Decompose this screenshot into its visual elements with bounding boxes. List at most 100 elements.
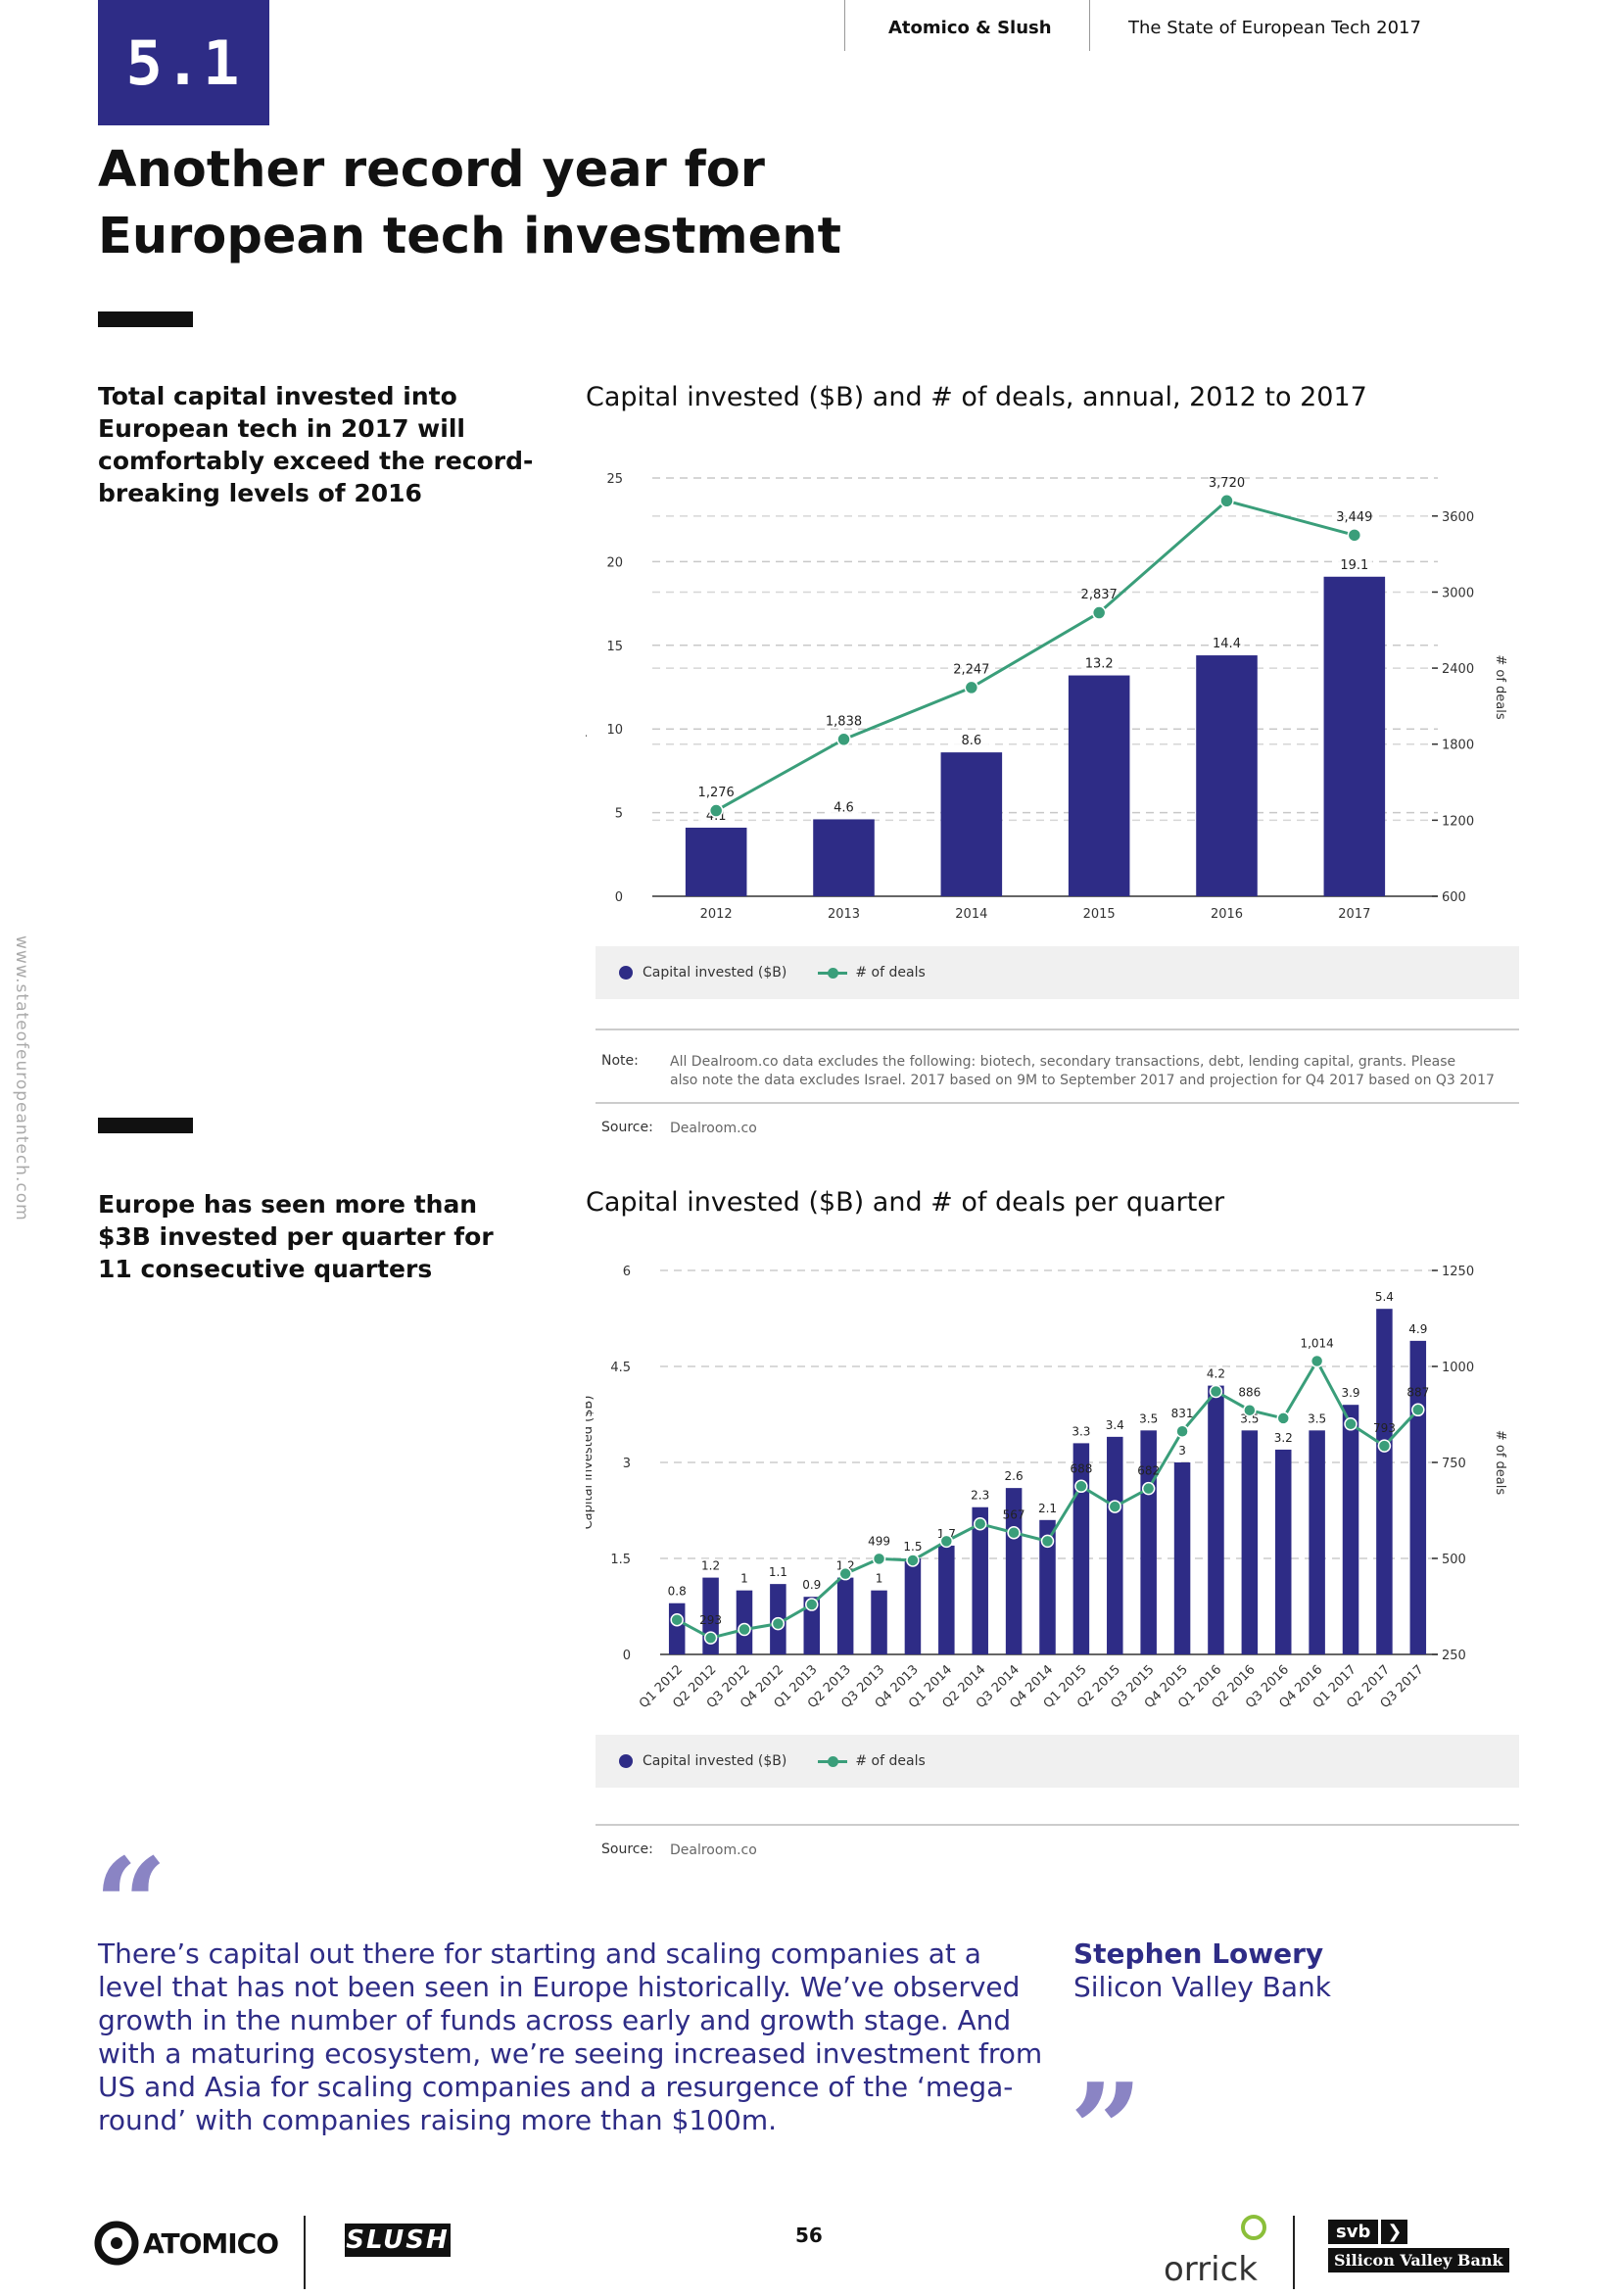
bar-label-bg <box>953 733 989 749</box>
deals-data-label: 293 <box>699 1613 722 1627</box>
section-number-badge: 5.1 <box>98 0 269 125</box>
bar <box>836 1577 854 1654</box>
deals-data-label: 3,720 <box>1209 476 1245 491</box>
deals-data-label: 887 <box>1406 1385 1429 1399</box>
y2-tick-label: 1250 <box>1442 1265 1474 1279</box>
divider <box>596 1028 1519 1030</box>
note-line1: All Dealroom.co data excludes the follow… <box>670 1054 1456 1070</box>
bar-data-label: 1.2 <box>701 1559 720 1573</box>
sidebar-url: www.stateofeuropeantech.com <box>12 935 31 1221</box>
bar-data-label: 0.8 <box>668 1585 687 1599</box>
y-tick-label: 15 <box>606 640 623 654</box>
bar <box>1208 1385 1224 1654</box>
y2-tick-label: 750 <box>1442 1457 1466 1471</box>
deals-data-label: 1,276 <box>698 786 735 800</box>
deals-point <box>906 1554 920 1567</box>
bar <box>1323 576 1386 896</box>
x-tick-label: 2016 <box>1211 907 1243 922</box>
bar <box>1309 1430 1325 1654</box>
deals-point <box>1141 1481 1156 1496</box>
bar-label-bg <box>1339 1386 1363 1402</box>
deals-data-label: 688 <box>1070 1461 1092 1475</box>
bar <box>1107 1436 1123 1654</box>
y2-tick-label: 1800 <box>1442 739 1474 753</box>
bar-label-bg <box>1237 1411 1262 1427</box>
bar <box>668 1602 686 1654</box>
page-number: 56 <box>795 2224 823 2247</box>
bar-label-bg <box>968 1488 992 1504</box>
deals-point <box>1276 1411 1290 1425</box>
legend-label-capital: Capital invested ($B) <box>643 965 787 981</box>
deals-data-label: 793 <box>1373 1421 1396 1435</box>
x-tick-label: 2017 <box>1338 907 1370 922</box>
header-divider <box>844 0 845 51</box>
bar <box>1068 675 1130 896</box>
deals-point <box>1091 605 1107 620</box>
bar-data-label: 1 <box>876 1572 883 1586</box>
bar-data-label: 3.5 <box>1240 1411 1259 1425</box>
deals-point <box>1411 1403 1425 1417</box>
chart-title-annual: Capital invested ($B) and # of deals, an… <box>586 382 1367 412</box>
deals-point <box>805 1598 819 1611</box>
legend-label-deals: # of deals <box>855 965 926 981</box>
bar-data-label: 14.4 <box>1213 637 1241 651</box>
bar-label-bg <box>1081 655 1118 672</box>
bar-data-label: 3 <box>1178 1444 1186 1458</box>
legend-line-swatch <box>818 1755 848 1767</box>
bar-data-label: 1 <box>740 1572 748 1586</box>
deals-point <box>838 1566 852 1581</box>
deals-point <box>1209 1384 1223 1399</box>
x-tick-label: 2013 <box>828 907 860 922</box>
bar <box>685 827 747 896</box>
slush-logo: SLUSH <box>345 2224 451 2257</box>
bar <box>1409 1340 1427 1654</box>
deals-point <box>973 1516 987 1531</box>
bar-label-bg <box>1170 1444 1195 1459</box>
bar-label-bg <box>1406 1321 1430 1337</box>
bar-label-bg <box>1035 1501 1060 1516</box>
bar-label-bg <box>826 799 862 816</box>
bar <box>1039 1519 1056 1654</box>
svb-logo: svb ❯ Silicon Valley Bank <box>1328 2220 1509 2272</box>
atomico-wordmark: ATOMICO <box>143 2226 279 2260</box>
bar-data-label: 1.5 <box>903 1540 922 1554</box>
deals-point <box>1074 1479 1088 1494</box>
deals-data-label: 1,014 <box>1300 1337 1333 1351</box>
header-divider <box>1089 0 1090 51</box>
deals-point <box>1377 1439 1392 1453</box>
quote-text: There’s capital out there for starting a… <box>98 1937 1043 2136</box>
deals-point <box>1310 1354 1324 1368</box>
y-tick-label: 10 <box>606 723 623 738</box>
open-quote-icon: “ <box>94 1830 167 1980</box>
deals-point <box>939 1534 954 1549</box>
page-title-line2: European tech investment <box>98 208 841 265</box>
bar-label-bg <box>698 1558 723 1574</box>
y2-tick-label: 500 <box>1442 1553 1466 1567</box>
y-tick-label: 3 <box>623 1457 631 1471</box>
quote-organization: Silicon Valley Bank <box>1073 1971 1332 2003</box>
y-tick-label: 6 <box>623 1265 631 1279</box>
orrick-wordmark: orrick <box>1164 2250 1258 2289</box>
y-tick-label: 25 <box>606 472 623 487</box>
bar-data-label: 3.3 <box>1072 1424 1090 1438</box>
y2-tick-label: 600 <box>1442 890 1466 905</box>
quarterly-chart: 0 1.5 3 4.5 6 250 500 750 1000 1250 Capital invest… <box>586 1265 1507 1711</box>
bar-data-label: 3.5 <box>1308 1411 1326 1425</box>
deals-point <box>1243 1403 1257 1417</box>
y-tick-label: 20 <box>606 555 623 570</box>
y-axis-title: Capital invested ($B) <box>586 620 588 754</box>
close-quote-icon: ” <box>1070 2055 1143 2205</box>
bar-label-bg <box>799 1578 824 1594</box>
x-tick-label: 2015 <box>1083 907 1116 922</box>
legend-item-capital: Capital invested ($B) <box>619 1753 786 1769</box>
deals-point <box>670 1612 684 1627</box>
deals-data-label: 499 <box>868 1534 890 1548</box>
atomico-icon <box>94 2221 139 2266</box>
y2-tick-label: 1000 <box>1442 1361 1474 1375</box>
deals-data-label: 831 <box>1171 1407 1194 1420</box>
bar-label-bg <box>1136 1411 1161 1427</box>
bar <box>736 1590 753 1654</box>
atomico-logo: ATOMICO <box>94 2221 279 2266</box>
bar-label-bg <box>1305 1411 1329 1427</box>
legend-label-deals: # of deals <box>855 1753 926 1769</box>
